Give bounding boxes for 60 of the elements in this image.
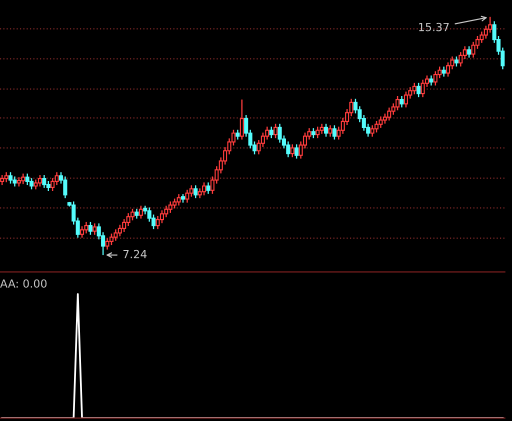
candlestick [138, 205, 143, 220]
candlestick [420, 79, 425, 98]
candlestick [126, 212, 130, 227]
candlestick [21, 172, 26, 185]
candlestick [38, 174, 42, 188]
candlestick [54, 172, 59, 186]
candlestick [80, 226, 84, 238]
candlestick [0, 174, 4, 186]
candlestick [105, 238, 110, 250]
candlestick [34, 178, 38, 190]
candlestick [92, 222, 97, 236]
candlestick [294, 144, 299, 160]
candlestick [324, 123, 328, 138]
candlestick [429, 74, 434, 86]
candlestick [202, 182, 206, 196]
candlestick [168, 200, 172, 214]
annotation: 7.24 [123, 250, 147, 258]
candlestick [387, 107, 392, 122]
candlestick [194, 184, 198, 199]
candlestick [404, 91, 408, 108]
candlestick [240, 98, 244, 140]
candlestick [172, 198, 177, 210]
candlestick [12, 176, 17, 188]
candlestick [320, 123, 324, 134]
candlestick [134, 208, 139, 220]
candlestick [109, 233, 114, 246]
candlestick [206, 182, 210, 194]
candlestick [114, 228, 118, 242]
candlestick [236, 129, 240, 140]
candlestick [400, 95, 404, 108]
candlestick [311, 128, 316, 139]
candlestick [25, 172, 30, 186]
candlestick [316, 126, 320, 139]
candlestick [63, 176, 68, 199]
candlestick [176, 193, 181, 206]
candlestick [8, 172, 13, 184]
candlestick [374, 120, 379, 134]
candlestick [396, 95, 400, 111]
candlestick [84, 221, 88, 234]
candlestick [4, 172, 8, 183]
candlestick [433, 70, 438, 86]
candlestick [88, 221, 92, 236]
candlestick [442, 66, 446, 78]
candlestick [328, 124, 332, 138]
candlestick [30, 178, 34, 190]
candlestick [378, 116, 383, 129]
candlestick [416, 82, 421, 98]
candlestick [370, 124, 374, 138]
candlestick [290, 144, 294, 158]
candlestick [274, 123, 278, 139]
candlestick [42, 174, 46, 189]
chart-title: AA: 0.00 [0, 279, 47, 288]
candlestick [412, 82, 416, 95]
annotation: 15.37 [419, 22, 449, 32]
candlestick [332, 124, 336, 140]
candlestick [454, 56, 458, 68]
candlestick [16, 176, 21, 188]
candlestick [269, 126, 274, 139]
candlestick [185, 189, 190, 204]
candlestick [467, 46, 472, 58]
